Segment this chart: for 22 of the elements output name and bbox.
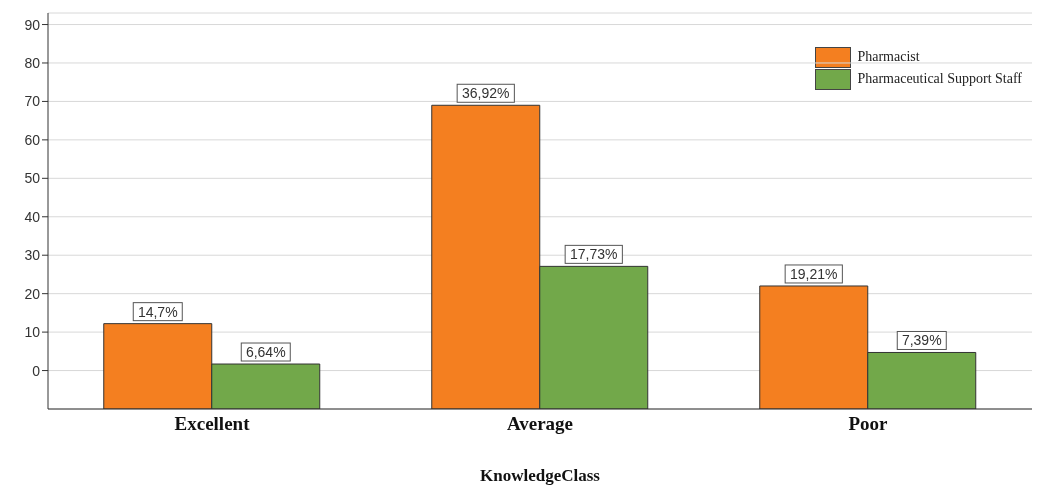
y-tick-label: 80 (24, 54, 41, 71)
y-tick-label: 60 (24, 131, 41, 148)
annotation: 14,7% (137, 303, 178, 320)
annotation: 6,64% (245, 344, 286, 361)
x-tick-label: Excellent (174, 413, 251, 435)
y-tick-label: 0 (32, 362, 41, 379)
y-tick-label: 30 (24, 247, 41, 264)
x-axis-title: KnowledgeClass (480, 466, 601, 485)
annotation: 36,92% (462, 85, 510, 102)
x-tick-label: Poor (848, 413, 889, 435)
y-tick-label: 70 (24, 93, 41, 110)
annotation: 17,73% (570, 246, 618, 263)
y-tick-label: 50 (24, 170, 41, 187)
y-tick-label: 90 (24, 16, 41, 33)
y-tick-label: 10 (24, 324, 41, 341)
annotation: 19,21% (790, 265, 838, 282)
x-tick-label: Average (506, 413, 574, 435)
y-tick-label: 20 (24, 285, 41, 302)
y-tick-label: 40 (24, 208, 41, 225)
legend-label: Pharmacist (857, 49, 920, 65)
legend-label: Pharmaceutical Support Staff (857, 71, 1022, 87)
annotation: 7,39% (901, 332, 942, 349)
